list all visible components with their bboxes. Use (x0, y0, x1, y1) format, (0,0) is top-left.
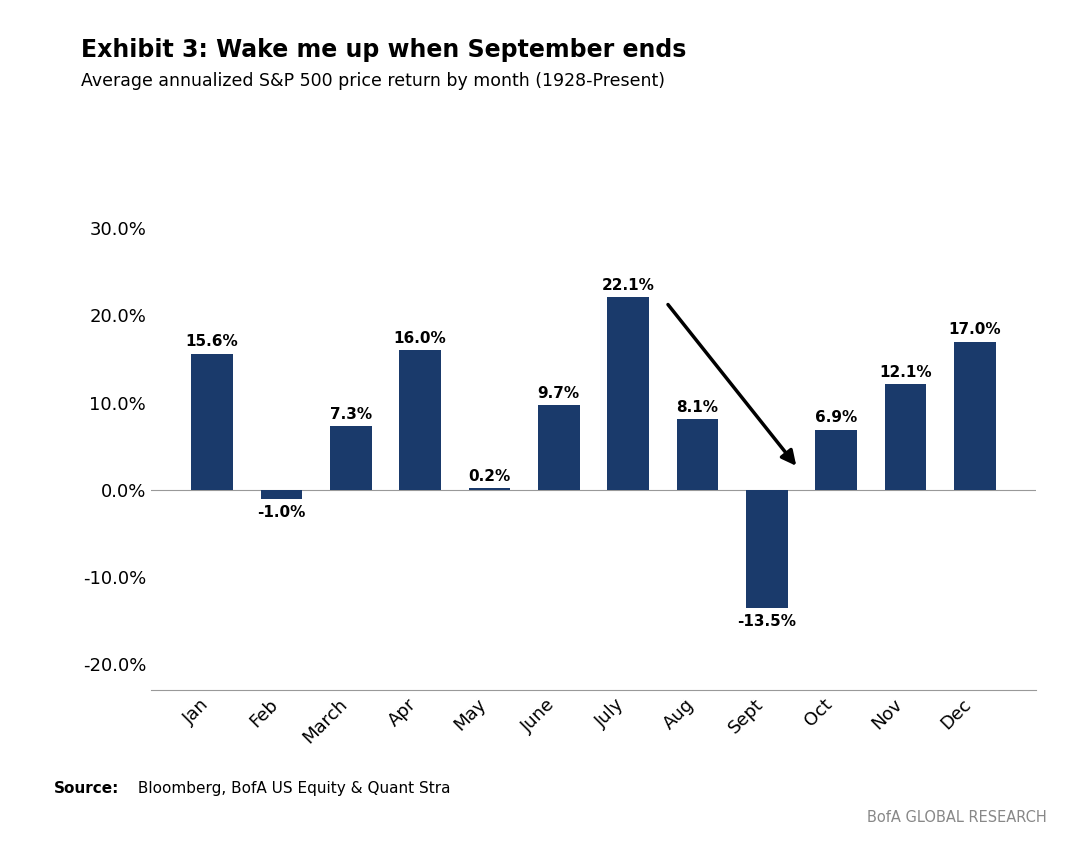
Bar (816, 429, 857, 490)
Text: 22.1%: 22.1% (602, 278, 655, 293)
Bar (954, 342, 996, 490)
Text: 8.1%: 8.1% (677, 400, 719, 415)
Text: Exhibit 3: Wake me up when September ends: Exhibit 3: Wake me up when September end… (81, 38, 686, 62)
Bar (468, 488, 510, 490)
Text: 15.6%: 15.6% (186, 334, 238, 349)
Text: 6.9%: 6.9% (815, 410, 857, 425)
Text: -13.5%: -13.5% (737, 614, 796, 629)
Text: 16.0%: 16.0% (394, 331, 447, 346)
Bar (399, 350, 441, 490)
Text: BofA GLOBAL RESEARCH: BofA GLOBAL RESEARCH (866, 810, 1047, 825)
Bar (330, 426, 371, 490)
Text: -1.0%: -1.0% (257, 504, 305, 520)
Bar (677, 419, 719, 490)
Text: Bloomberg, BofA US Equity & Quant Stra: Bloomberg, BofA US Equity & Quant Stra (133, 781, 450, 796)
Text: 17.0%: 17.0% (948, 322, 1001, 338)
Text: Source:: Source: (54, 781, 120, 796)
Text: 9.7%: 9.7% (537, 386, 579, 401)
Text: 7.3%: 7.3% (330, 407, 372, 422)
Text: Average annualized S&P 500 price return by month (1928-Present): Average annualized S&P 500 price return … (81, 72, 665, 89)
Bar (261, 490, 302, 498)
Bar (746, 490, 788, 608)
Bar (607, 297, 648, 490)
Bar (538, 405, 579, 490)
Bar (191, 354, 233, 490)
Bar (885, 384, 926, 490)
Text: 0.2%: 0.2% (468, 469, 510, 484)
Text: 12.1%: 12.1% (879, 365, 932, 380)
